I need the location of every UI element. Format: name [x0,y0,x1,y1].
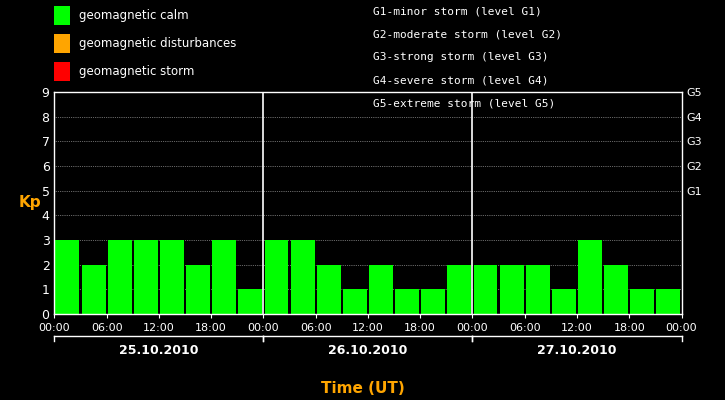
Bar [265,240,289,314]
Bar [369,265,393,314]
Bar [526,265,550,314]
Text: G4-severe storm (level G4): G4-severe storm (level G4) [373,76,549,86]
Text: G1-minor storm (level G1): G1-minor storm (level G1) [373,6,542,16]
Text: 26.10.2010: 26.10.2010 [328,344,407,357]
Bar [604,265,628,314]
Bar [291,240,315,314]
Bar [186,265,210,314]
Text: G3-strong storm (level G3): G3-strong storm (level G3) [373,52,549,62]
Bar [134,240,158,314]
Bar [447,265,471,314]
Bar [343,289,367,314]
Bar [500,265,523,314]
Bar [82,265,106,314]
Text: 25.10.2010: 25.10.2010 [119,344,199,357]
Bar [473,265,497,314]
Bar [630,289,654,314]
Text: G5-extreme storm (level G5): G5-extreme storm (level G5) [373,99,555,109]
Text: geomagnetic disturbances: geomagnetic disturbances [79,37,236,50]
Bar [395,289,419,314]
Bar [56,240,80,314]
Bar [212,240,236,314]
Text: geomagnetic storm: geomagnetic storm [79,65,194,78]
Bar [578,240,602,314]
Text: Time (UT): Time (UT) [320,381,405,396]
Text: 27.10.2010: 27.10.2010 [537,344,617,357]
Bar [239,289,262,314]
Bar [656,289,680,314]
Bar [552,289,576,314]
Bar [160,240,184,314]
Bar [421,289,445,314]
Text: G2-moderate storm (level G2): G2-moderate storm (level G2) [373,29,563,39]
Bar [317,265,341,314]
Y-axis label: Kp: Kp [19,196,42,210]
Text: geomagnetic calm: geomagnetic calm [79,9,189,22]
Bar [108,240,132,314]
